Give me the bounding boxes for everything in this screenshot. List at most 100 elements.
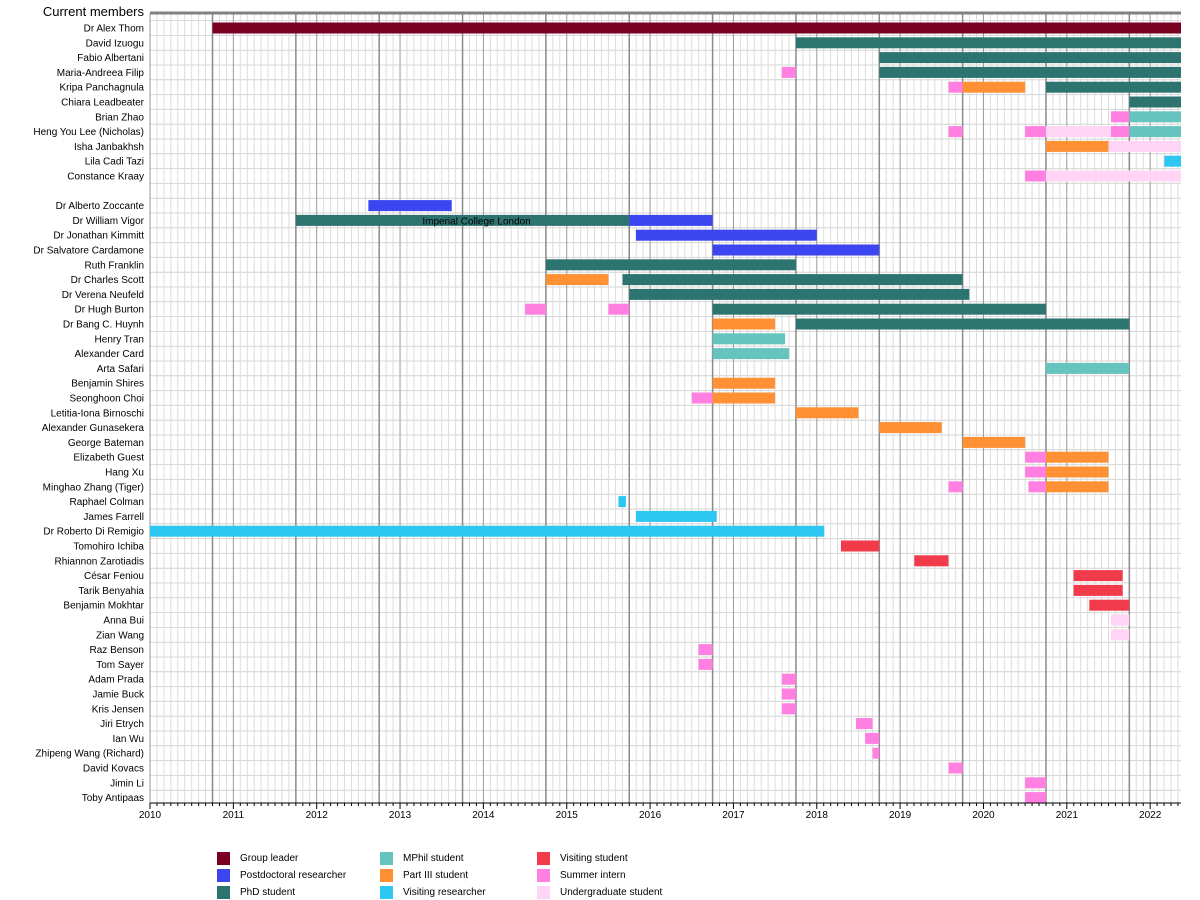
legend-item: Group leader [217, 852, 298, 866]
row-label: Anna Bui [103, 616, 144, 627]
timeline-bar [948, 481, 963, 493]
timeline-bar [962, 436, 1026, 448]
x-tick-label: 2010 [139, 810, 162, 821]
timeline-bar [948, 81, 963, 93]
row-label: Ian Wu [113, 734, 145, 745]
timeline-bar [212, 22, 1181, 34]
timeline-bar [865, 732, 880, 744]
legend-label: Visiting student [560, 853, 628, 864]
x-tick-label: 2016 [639, 810, 662, 821]
timeline-bar [795, 37, 1181, 49]
row-label: Alexander Card [75, 349, 144, 360]
legend-item: Visiting student [537, 852, 628, 866]
timeline-bar [1110, 614, 1130, 626]
timeline-bar [1110, 126, 1130, 138]
legend-label: MPhil student [403, 853, 464, 864]
legend-swatch [217, 886, 230, 899]
row-label: Dr William Vigor [73, 216, 145, 227]
legend-label: Group leader [240, 853, 299, 864]
legend-label: Postdoctoral researcher [240, 870, 347, 881]
row-label: Minghao Zhang (Tiger) [43, 482, 144, 493]
timeline-bar [545, 259, 796, 271]
row-label: Zhipeng Wang (Richard) [35, 749, 144, 760]
timeline-bar [698, 658, 713, 670]
row-label: César Feniou [84, 571, 144, 582]
timeline-bar [914, 555, 949, 567]
legend-label: Undergraduate student [560, 887, 663, 898]
legend-item: Undergraduate student [537, 886, 662, 900]
x-tick-label: 2012 [306, 810, 329, 821]
timeline-bar [712, 333, 786, 345]
row-label: Heng You Lee (Nicholas) [33, 127, 144, 138]
row-label: Tom Sayer [96, 660, 144, 671]
row-label: Maria-Andreea Filip [57, 68, 145, 79]
row-labels: Dr Alex Thom David Izuogu Fabio Albertani M… [33, 24, 145, 805]
timeline-bar [879, 52, 1181, 64]
row-label: Dr Hugh Burton [75, 305, 144, 316]
timeline-bar [948, 762, 963, 774]
row-label: Letitia-Iona Birnoschi [51, 408, 144, 419]
row-label: Dr Alex Thom [84, 24, 144, 35]
timeline-bar [795, 318, 1130, 330]
x-tick-label: 2014 [472, 810, 495, 821]
legend-swatch [380, 852, 393, 865]
timeline-bar [712, 303, 1046, 315]
x-tick-label: 2019 [889, 810, 912, 821]
section-header: Current members [43, 4, 145, 19]
legend-item: PhD student [217, 886, 295, 900]
row-label: Raz Benson [90, 645, 144, 656]
timeline-bar [1025, 170, 1046, 182]
timeline-bar [1129, 96, 1181, 108]
timeline-bar [781, 673, 796, 685]
timeline-bar [608, 303, 630, 315]
timeline-bar [295, 214, 630, 226]
row-label: Dr Roberto Di Remigio [43, 527, 144, 538]
row-label: Elizabeth Guest [73, 453, 144, 464]
row-label: Brian Zhao [95, 112, 144, 123]
legend-swatch [380, 886, 393, 899]
timeline-bar [1025, 777, 1046, 789]
timeline-bar [368, 200, 452, 212]
bar-label: Imperial College London [422, 216, 530, 227]
row-label: Isha Janbakhsh [74, 142, 144, 153]
row-label: Kripa Panchagnula [59, 83, 144, 94]
timeline-bar [712, 244, 880, 256]
row-label: Benjamin Mokhtar [63, 601, 144, 612]
timeline-bar [1045, 126, 1111, 138]
row-label: Dr Salvatore Cardamone [33, 246, 144, 257]
timeline-bar [948, 126, 963, 138]
legend-item: Visiting researcher [380, 886, 486, 900]
legend-item: Part III student [380, 869, 468, 883]
timeline-bar [1045, 466, 1109, 478]
row-label: Ruth Franklin [85, 260, 144, 271]
row-label: Lila Cadi Tazi [85, 157, 144, 168]
timeline-bar [622, 274, 963, 286]
timeline-bar [1028, 481, 1046, 493]
timeline-bar [629, 214, 713, 226]
timeline-bar [712, 377, 776, 389]
row-label: Zian Wang [96, 630, 144, 641]
timeline-bar [1025, 466, 1046, 478]
row-label: Tarik Benyahia [78, 586, 144, 597]
timeline-bar [629, 288, 970, 300]
timeline-bar [1025, 451, 1046, 463]
legend-label: Visiting researcher [403, 887, 486, 898]
x-tick-label: 2011 [223, 810, 245, 821]
row-label: Jiri Etrych [100, 719, 144, 730]
legend-swatch [537, 852, 550, 865]
row-label: Seonghoon Choi [69, 394, 144, 405]
timeline-bar [879, 66, 1181, 78]
legend-swatch [380, 869, 393, 882]
timeline-bar [1045, 451, 1109, 463]
row-label: Constance Kraay [67, 172, 144, 183]
row-label: Rhiannon Zarotiadis [55, 556, 145, 567]
row-label: Toby Antipaas [82, 793, 144, 804]
timeline-bar [698, 644, 713, 656]
row-label: Dr Jonathan Kimmitt [53, 231, 144, 242]
timeline-bar [840, 540, 880, 552]
row-label: Alexander Gunasekera [42, 423, 145, 434]
timeline-bar [1110, 629, 1130, 641]
timeline-bar [635, 229, 817, 241]
row-label: Chiara Leadbeater [61, 98, 145, 109]
timeline-bar [1045, 81, 1181, 93]
